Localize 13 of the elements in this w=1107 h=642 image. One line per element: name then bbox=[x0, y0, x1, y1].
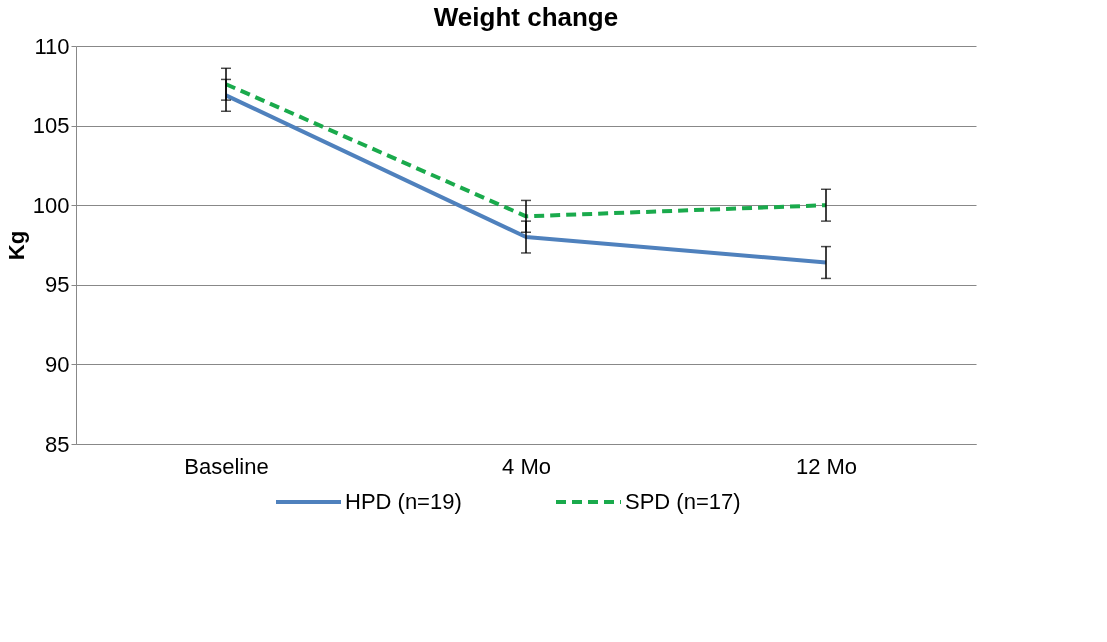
legend-label: HPD (n=19) bbox=[345, 489, 462, 514]
y-tick-label: 85 bbox=[45, 431, 70, 457]
y-axis-title: Kg bbox=[3, 230, 29, 261]
x-tick-label: 12 Mo bbox=[795, 453, 858, 479]
y-tick-label: 90 bbox=[45, 351, 70, 377]
chart-title: Weight change bbox=[433, 2, 619, 32]
y-tick-label: 100 bbox=[32, 192, 70, 218]
x-tick-label: Baseline bbox=[184, 453, 269, 479]
x-tick-label: 4 Mo bbox=[502, 453, 551, 479]
y-tick-label: 110 bbox=[34, 33, 70, 59]
y-tick-label: 105 bbox=[32, 113, 70, 139]
legend-label: SPD (n=17) bbox=[625, 489, 741, 514]
y-tick-label: 95 bbox=[45, 272, 70, 298]
